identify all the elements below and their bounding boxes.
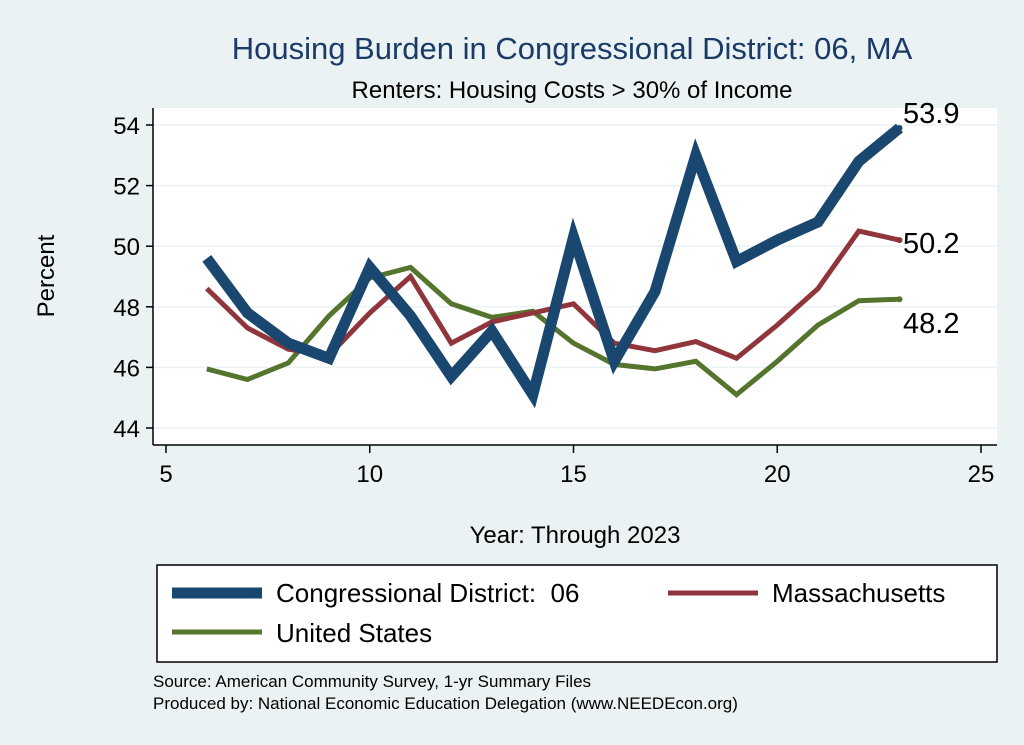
x-tick-label-10: 10 — [356, 461, 383, 488]
y-tick-label-52: 52 — [113, 174, 140, 201]
x-tick-label-5: 5 — [159, 461, 172, 488]
produced-note: Produced by: National Economic Education… — [153, 694, 738, 713]
legend: Congressional District: 06 Massachusetts… — [156, 564, 998, 663]
x-tick-label-20: 20 — [764, 461, 791, 488]
series-end-point-district — [896, 125, 903, 132]
legend-label-massachusetts: Massachusetts — [772, 578, 945, 608]
x-tick-label-25: 25 — [968, 461, 995, 488]
axes: 44 46 48 50 52 54 5 10 15 20 25 — [113, 108, 997, 488]
y-axis-label: Percent — [33, 234, 60, 317]
end-label-united-states: 48.2 — [903, 308, 959, 340]
series-end-point-massachusetts — [896, 237, 903, 244]
series-end-point-united-states — [896, 296, 903, 303]
series-line-district — [202, 123, 903, 409]
chart-subtitle: Renters: Housing Costs > 30% of Income — [352, 77, 793, 104]
x-tick-label-15: 15 — [560, 461, 587, 488]
end-label-district: 53.9 — [903, 98, 959, 130]
y-tick-label-50: 50 — [113, 234, 140, 261]
x-axis-label: Year: Through 2023 — [470, 522, 681, 549]
source-note: Source: American Community Survey, 1-yr … — [153, 672, 591, 691]
y-tick-label-54: 54 — [113, 113, 140, 140]
legend-label-district: Congressional District: 06 — [276, 578, 579, 608]
end-labels: 53.9 50.2 48.2 — [903, 98, 959, 340]
y-tick-label-48: 48 — [113, 295, 140, 322]
end-label-massachusetts: 50.2 — [903, 228, 959, 260]
chart-title: Housing Burden in Congressional District… — [232, 31, 913, 66]
legend-box — [156, 564, 998, 663]
legend-label-united-states: United States — [276, 618, 432, 648]
series-group — [202, 123, 903, 409]
y-tick-label-46: 46 — [113, 355, 140, 382]
y-tick-label-44: 44 — [113, 416, 140, 443]
